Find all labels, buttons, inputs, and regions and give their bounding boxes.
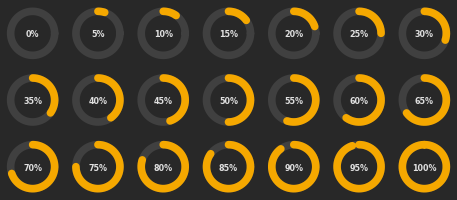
- Text: 65%: 65%: [415, 97, 434, 106]
- Text: 100%: 100%: [412, 164, 436, 173]
- Text: 80%: 80%: [154, 164, 173, 173]
- Text: 55%: 55%: [284, 97, 303, 106]
- Text: 70%: 70%: [23, 164, 42, 173]
- Text: 35%: 35%: [23, 97, 42, 106]
- Text: 45%: 45%: [154, 97, 173, 106]
- Text: 90%: 90%: [284, 164, 303, 173]
- Text: 15%: 15%: [219, 30, 238, 39]
- Text: 60%: 60%: [350, 97, 369, 106]
- Text: 40%: 40%: [88, 97, 107, 106]
- Text: 5%: 5%: [91, 30, 105, 39]
- Text: 85%: 85%: [219, 164, 238, 173]
- Text: 25%: 25%: [350, 30, 369, 39]
- Text: 50%: 50%: [219, 97, 238, 106]
- Text: 75%: 75%: [88, 164, 107, 173]
- Text: 30%: 30%: [415, 30, 434, 39]
- Text: 10%: 10%: [154, 30, 173, 39]
- Text: 95%: 95%: [350, 164, 369, 173]
- Text: 0%: 0%: [26, 30, 39, 39]
- Text: 20%: 20%: [284, 30, 303, 39]
